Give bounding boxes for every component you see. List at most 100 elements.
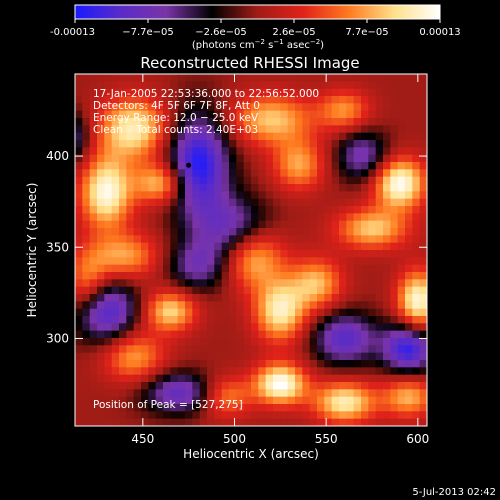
heatmap-cell (251, 308, 259, 317)
heatmap-cell (309, 103, 318, 112)
heatmap-cell (148, 279, 157, 288)
heatmap-cell (177, 389, 186, 398)
heatmap-cell (148, 330, 157, 339)
heatmap-cell (295, 220, 303, 229)
heatmap-cell (353, 169, 362, 178)
heatmap-cell (287, 418, 296, 427)
heatmap-cell (163, 316, 171, 324)
heatmap-cell (170, 411, 179, 420)
heatmap-cell (141, 316, 149, 324)
heatmap-cell (207, 184, 215, 192)
heatmap-cell (214, 345, 223, 354)
heatmap-cell (375, 294, 384, 302)
heatmap-cell (317, 213, 325, 222)
heatmap-cell (82, 286, 91, 295)
heatmap-cell (126, 220, 135, 229)
heatmap-cell (207, 220, 215, 229)
heatmap-cell (221, 213, 230, 222)
heatmap-cell (104, 374, 113, 383)
heatmap-cell (295, 147, 303, 156)
heatmap-cell (361, 316, 369, 324)
heatmap-cell (221, 184, 230, 192)
heatmap-cell (309, 264, 318, 273)
heatmap-cell (148, 228, 157, 236)
heatmap-cell (141, 125, 149, 134)
heatmap-cell (207, 81, 215, 90)
heatmap-cell (185, 330, 193, 339)
heatmap-cell (221, 96, 230, 104)
heatmap-cell (419, 374, 428, 383)
heatmap-cell (214, 352, 223, 361)
heatmap-cell (185, 389, 193, 398)
heatmap-cell (419, 286, 428, 295)
heatmap-cell (243, 74, 252, 82)
heatmap-cell (273, 242, 281, 251)
heatmap-cell (405, 257, 413, 266)
heatmap-cell (419, 411, 428, 420)
heatmap-cell (331, 176, 340, 185)
heatmap-cell (412, 389, 421, 398)
heatmap-cell (265, 81, 274, 90)
heatmap-cell (317, 140, 325, 148)
heatmap-cell (148, 264, 157, 273)
heatmap-cell (309, 382, 318, 390)
heatmap-cell (353, 220, 362, 229)
heatmap-cell (295, 279, 303, 288)
heatmap-cell (317, 272, 325, 280)
heatmap-cell (419, 103, 428, 112)
heatmap-cell (82, 228, 91, 236)
heatmap-cell (75, 316, 83, 324)
heatmap-cell (141, 345, 149, 354)
heatmap-cell (353, 279, 362, 288)
heatmap-cell (185, 110, 193, 119)
heatmap-cell (331, 235, 340, 244)
heatmap-cell (119, 118, 127, 126)
heatmap-cell (111, 396, 120, 405)
heatmap-cell (126, 272, 135, 280)
heatmap-cell (229, 279, 237, 288)
heatmap-cell (185, 308, 193, 317)
heatmap-cell (280, 418, 289, 427)
heatmap-cell (82, 257, 91, 266)
heatmap-cell (390, 264, 399, 273)
heatmap-cell (390, 74, 399, 82)
heatmap-cell (177, 294, 186, 302)
heatmap-cell (163, 198, 171, 207)
heatmap-cell (97, 213, 105, 222)
heatmap-cell (236, 294, 245, 302)
heatmap-cell (97, 154, 105, 163)
heatmap-cell (273, 88, 281, 97)
heatmap-cell (214, 382, 223, 390)
heatmap-cell (273, 110, 281, 119)
heatmap-cell (317, 74, 325, 82)
heatmap-cell (412, 316, 421, 324)
heatmap-cell (148, 294, 157, 302)
heatmap-cell (104, 220, 113, 229)
heatmap-cell (119, 162, 127, 170)
heatmap-cell (170, 367, 179, 376)
heatmap-cell (412, 220, 421, 229)
heatmap-cell (185, 235, 193, 244)
heatmap-cell (155, 198, 164, 207)
heatmap-cell (133, 323, 142, 332)
heatmap-cell (192, 191, 201, 200)
heatmap-cell (243, 308, 252, 317)
heatmap-cell (331, 147, 340, 156)
heatmap-cell (302, 103, 311, 112)
heatmap-cell (177, 176, 186, 185)
heatmap-cell (243, 301, 252, 310)
heatmap-cell (251, 272, 259, 280)
heatmap-cell (126, 338, 135, 346)
heatmap-cell (243, 228, 252, 236)
heatmap-cell (82, 198, 91, 207)
heatmap-cell (383, 147, 391, 156)
heatmap-cell (177, 191, 186, 200)
heatmap-cell (243, 213, 252, 222)
heatmap-cell (236, 264, 245, 273)
heatmap-cell (280, 308, 289, 317)
heatmap-cell (309, 96, 318, 104)
heatmap-cell (155, 147, 164, 156)
heatmap-cell (295, 323, 303, 332)
heatmap-cell (339, 74, 347, 82)
heatmap-cell (82, 264, 91, 273)
